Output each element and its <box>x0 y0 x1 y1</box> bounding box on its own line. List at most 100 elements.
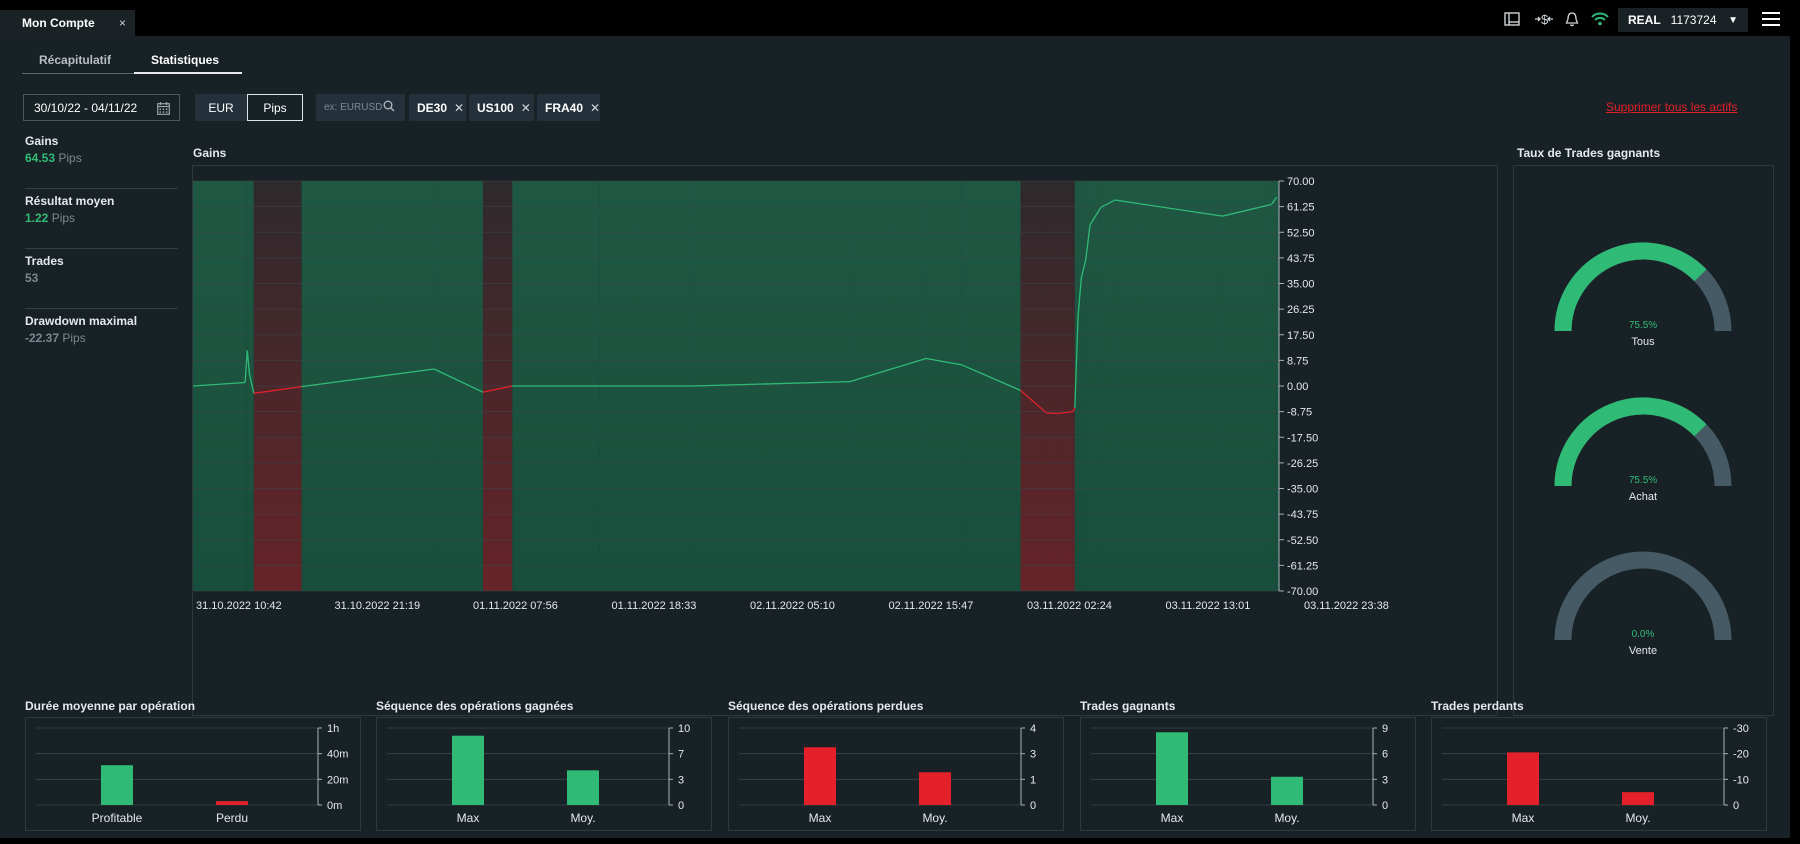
search-icon <box>383 100 395 115</box>
close-tab-icon[interactable]: × <box>118 16 126 30</box>
gauge-fill <box>1554 242 1707 332</box>
mini-chart-frame: 9 6 3 0 Max Moy. <box>1080 717 1416 831</box>
stat-value: 53 <box>25 271 39 285</box>
mini-chart-title: Durée moyenne par opération <box>25 699 196 713</box>
remove-chip-icon[interactable]: ✕ <box>454 100 465 115</box>
gains-chart-frame: 70.00 61.25 52.50 43.75 35.00 26.25 17.50 8.75 0… <box>192 165 1498 716</box>
x-category-label: Max <box>809 811 832 825</box>
gauge-label: Vente <box>1629 645 1657 657</box>
y-tick-label: 0 <box>1030 800 1036 812</box>
y-tick-label: 52.50 <box>1287 227 1315 239</box>
instrument-chip-us100: US100 ✕ <box>469 94 534 121</box>
series-line-segment <box>1100 199 1116 208</box>
y-tick-label: 3 <box>1030 749 1036 761</box>
y-tick-label: 35.00 <box>1287 279 1315 291</box>
date-range-picker[interactable]: 30/10/22 - 04/11/22 <box>23 94 180 121</box>
bell-icon[interactable] <box>1562 9 1582 29</box>
tab-statistiques[interactable]: Statistiques <box>151 53 220 67</box>
tab-mon-compte[interactable]: Mon Compte × <box>0 10 135 36</box>
gauge-label: Achat <box>1629 491 1657 503</box>
remove-chip-icon[interactable]: ✕ <box>520 100 531 115</box>
winning-trades-chart: 9 6 3 0 Max Moy. <box>1091 723 1388 825</box>
remove-chip-icon[interactable]: ✕ <box>590 100 601 115</box>
layout-icon[interactable] <box>1502 9 1522 29</box>
x-category-label: Moy. <box>1274 811 1299 825</box>
instrument-chip-de30: DE30 ✕ <box>409 94 466 121</box>
y-tick-label: 0.00 <box>1287 381 1308 393</box>
mini-chart-title: Séquence des opérations perdues <box>728 699 924 713</box>
date-range-value: 30/10/22 - 04/11/22 <box>34 100 138 115</box>
y-tick-label: 26.25 <box>1287 304 1315 316</box>
mini-chart-frame: 10 7 3 0 Max Moy. <box>376 717 712 831</box>
y-tick-label: -70.00 <box>1287 586 1318 598</box>
mini-chart-title: Séquence des opérations gagnées <box>376 699 574 713</box>
account-selector[interactable]: REAL 1173724 ▼ <box>1618 8 1748 32</box>
x-category-label: Moy. <box>570 811 595 825</box>
stat-value: 1.22 <box>25 211 49 225</box>
stat-unit: Pips <box>62 331 86 345</box>
series-line-segment <box>433 368 484 393</box>
series-line-segment <box>1222 203 1272 217</box>
stat-unit: Pips <box>58 151 82 165</box>
series-line-segment <box>1270 196 1278 205</box>
stat-label: Gains <box>25 134 59 148</box>
losing-streak-chart: 4 3 1 0 Max Moy. <box>739 723 1036 825</box>
y-tick-label: 1 <box>1030 774 1036 786</box>
bar <box>1271 776 1303 805</box>
y-tick-label: 40m <box>327 749 348 761</box>
dollar-transfer-icon[interactable]: $ <box>1534 9 1554 29</box>
x-category-label: Max <box>1512 811 1535 825</box>
x-tick-label: 03.11.2022 02:24 <box>1027 600 1112 612</box>
series-line-segment <box>192 381 246 387</box>
series-line-segment <box>1077 277 1082 316</box>
y-tick-label: 70.00 <box>1287 176 1315 188</box>
series-line-segment <box>1046 412 1058 415</box>
bar <box>101 765 133 805</box>
tab-recapitulatif[interactable]: Récapitulatif <box>39 53 112 67</box>
chip-label: US100 <box>477 100 514 115</box>
x-tick-label: 01.11.2022 18:33 <box>612 600 697 612</box>
gauge-percent: 75.5% <box>1629 320 1657 331</box>
series-line-segment <box>1114 199 1223 217</box>
mini-chart-frame: -30 -20 -10 0 Max Moy. <box>1431 717 1767 831</box>
chip-label: DE30 <box>417 100 448 115</box>
y-tick-label: -26.25 <box>1287 458 1318 470</box>
bar <box>452 735 484 805</box>
bar <box>1622 792 1654 805</box>
y-tick-label: -52.50 <box>1287 535 1318 547</box>
chevron-down-icon: ▼ <box>1728 14 1738 26</box>
winning-streak-chart: 10 7 3 0 Max Moy. <box>387 723 690 825</box>
unit-toggle-pips[interactable]: Pips <box>247 94 303 121</box>
avg-duration-chart: 1h 40m 20m 0m Profitable Perdu <box>36 723 348 825</box>
y-tick-label: -10 <box>1733 774 1749 786</box>
stat-trades: Trades 53 <box>25 249 178 309</box>
x-category-label: Max <box>457 811 480 825</box>
gauge-track <box>1554 551 1732 641</box>
series-line-segment <box>1072 407 1076 413</box>
account-type: REAL <box>1628 13 1661 27</box>
instrument-search-input[interactable]: ex: EURUSD <box>316 94 405 121</box>
winrate-gauges: 75.5% Tous 75.5% Achat 0.0% Vente <box>1554 242 1732 657</box>
x-category-label: Max <box>1161 811 1184 825</box>
hamburger-menu-icon[interactable] <box>1762 12 1780 26</box>
y-tick-label: -30 <box>1733 723 1749 735</box>
calendar-icon[interactable] <box>157 102 170 118</box>
x-tick-label: 31.10.2022 10:42 <box>196 600 282 612</box>
y-tick-label: 4 <box>1030 723 1036 735</box>
remove-all-instruments-link[interactable]: Supprimer tous les actifs <box>1606 100 1738 114</box>
y-tick-label: 17.50 <box>1287 330 1315 342</box>
y-tick-label: 0m <box>327 800 342 812</box>
unit-toggle-eur[interactable]: EUR <box>195 94 247 121</box>
y-tick-label: 9 <box>1382 723 1388 735</box>
chip-label: FRA40 <box>545 100 584 115</box>
series-line-segment <box>301 368 435 388</box>
y-tick-label: 61.25 <box>1287 202 1315 214</box>
series-line-segment <box>1085 224 1091 261</box>
svg-text:$: $ <box>1541 12 1549 27</box>
x-tick-label: 03.11.2022 13:01 <box>1166 600 1251 612</box>
y-tick-label: 6 <box>1382 749 1388 761</box>
bar <box>216 801 248 805</box>
bar <box>1507 752 1539 805</box>
gauge-percent: 75.5% <box>1629 475 1657 486</box>
stat-gains: Gains 64.53 Pips <box>25 129 178 189</box>
